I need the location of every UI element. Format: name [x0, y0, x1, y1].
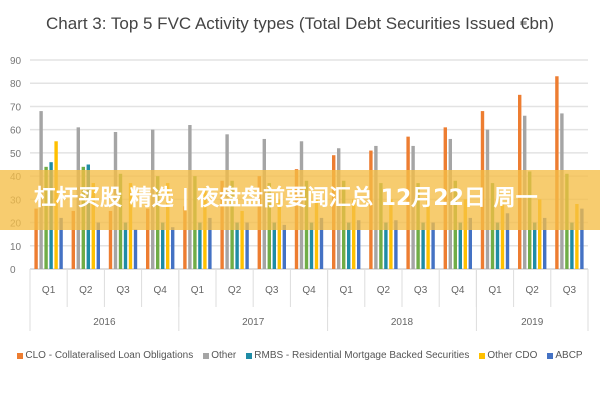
x-tick-label: Q2	[526, 285, 540, 296]
y-tick-label: 80	[10, 79, 22, 90]
bar	[347, 222, 351, 269]
bar	[59, 217, 63, 269]
bar	[71, 210, 75, 269]
year-label: 2017	[242, 317, 265, 328]
legend-swatch	[246, 352, 253, 359]
bar	[357, 220, 361, 269]
legend-label: ABCP	[555, 350, 583, 361]
legend-item: Other CDO	[479, 350, 537, 361]
x-tick-label: Q1	[191, 285, 205, 296]
bar	[146, 208, 150, 269]
overlay-banner[interactable]: 杠杆买股 精选 | 夜盘盘前要闻汇总 12月22日 周一	[0, 170, 600, 230]
bar	[384, 222, 388, 269]
bar	[389, 199, 393, 269]
bar	[314, 194, 319, 269]
bar	[394, 220, 398, 269]
legend: CLO - Collateralised Loan Obligations Oth…	[0, 350, 600, 361]
x-tick-label: Q3	[563, 285, 577, 296]
bar	[352, 199, 356, 269]
bar	[123, 222, 128, 269]
x-tick-label: Q3	[414, 285, 428, 296]
bar	[533, 222, 537, 269]
x-tick-label: Q4	[154, 285, 168, 296]
y-tick-label: 90	[10, 56, 22, 67]
bar	[319, 217, 324, 269]
x-tick-label: Q3	[265, 285, 279, 296]
bar	[171, 227, 175, 269]
legend-swatch	[479, 352, 486, 359]
x-tick-label: Q2	[79, 285, 93, 296]
bar	[133, 229, 138, 269]
legend-item: ABCP	[547, 350, 583, 361]
bar	[570, 222, 574, 269]
bar	[505, 213, 510, 269]
x-tick-label: Q3	[116, 285, 130, 296]
bar	[208, 217, 212, 269]
legend-swatch	[547, 352, 554, 359]
legend-item: RMBS - Residential Mortgage Backed Secur…	[246, 350, 469, 361]
bar	[426, 197, 430, 269]
legend-label: CLO - Collateralised Loan Obligations	[25, 350, 194, 361]
x-tick-label: Q2	[228, 285, 242, 296]
y-tick-label: 70	[10, 102, 22, 113]
bar	[309, 222, 314, 269]
y-tick-label: 0	[10, 265, 16, 276]
legend-label: RMBS - Residential Mortgage Backed Secur…	[254, 350, 470, 361]
bar	[495, 222, 500, 269]
legend-label: Other	[211, 350, 237, 361]
bar	[431, 222, 435, 269]
bar	[183, 206, 187, 269]
x-tick-label: Q4	[302, 285, 316, 296]
bar	[277, 199, 281, 269]
bar	[458, 222, 462, 269]
legend-item: Other	[203, 350, 236, 361]
bar	[543, 217, 547, 269]
year-label: 2019	[521, 317, 544, 328]
bar	[538, 199, 542, 269]
x-tick-label: Q1	[340, 285, 354, 296]
bar	[500, 203, 505, 269]
x-tick-label: Q1	[488, 285, 502, 296]
bar	[421, 222, 425, 269]
legend-swatch	[203, 352, 210, 359]
y-tick-label: 50	[10, 149, 22, 160]
bar	[468, 217, 472, 269]
bar	[463, 199, 467, 269]
bar	[240, 210, 244, 269]
y-tick-label: 60	[10, 126, 22, 137]
year-label: 2016	[93, 317, 116, 328]
year-label: 2018	[391, 317, 414, 328]
bar	[96, 222, 100, 269]
bar	[34, 208, 38, 269]
x-tick-label: Q4	[451, 285, 465, 296]
bar	[198, 222, 202, 269]
legend-item: CLO - Collateralised Loan Obligations	[17, 350, 193, 361]
y-tick-label: 10	[10, 242, 22, 253]
legend-swatch	[17, 352, 24, 359]
legend-label: Other CDO	[487, 350, 538, 361]
bar	[282, 224, 286, 269]
x-tick-label: Q1	[42, 285, 56, 296]
bar	[161, 222, 165, 269]
x-tick-label: Q2	[377, 285, 391, 296]
bar	[245, 222, 249, 269]
banner-text[interactable]: 杠杆买股 精选 | 夜盘盘前要闻汇总 12月22日 周一	[34, 186, 538, 211]
chart-title: Chart 3: Top 5 FVC Activity types (Total…	[45, 14, 555, 33]
bar	[235, 222, 239, 269]
bar	[272, 222, 276, 269]
bar	[575, 203, 579, 269]
bar	[580, 208, 584, 269]
bar	[108, 210, 113, 269]
